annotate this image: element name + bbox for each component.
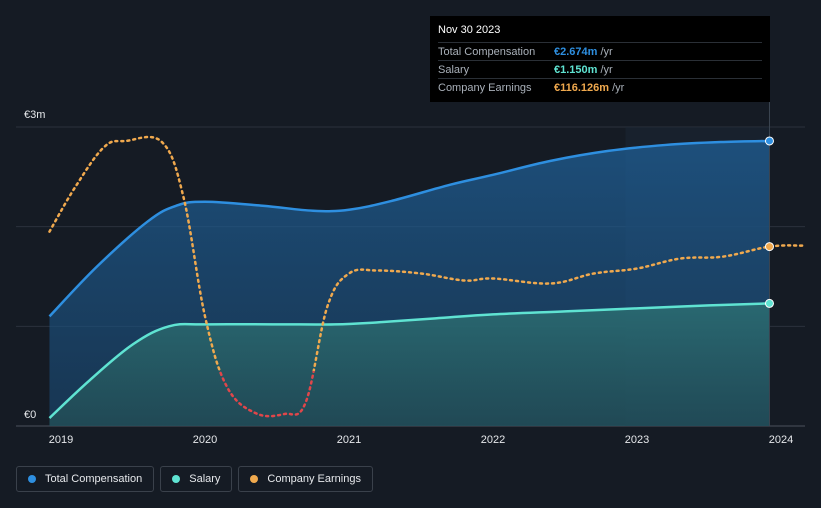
series-markers	[764, 136, 774, 308]
legend-dot-icon	[28, 475, 36, 483]
tooltip-value: €1.150m	[554, 63, 598, 76]
tooltip-row-total: Total Compensation €2.674m /yr	[438, 42, 762, 60]
legend-dot-icon	[172, 475, 181, 483]
y-axis-top-label: €3m	[24, 109, 45, 121]
x-tick-label: 2023	[625, 434, 649, 446]
x-tick-label: 2021	[337, 434, 361, 446]
x-tick-label: 2024	[769, 434, 793, 446]
tooltip-row-earnings: Company Earnings €116.126m /yr	[438, 78, 762, 96]
company-earnings-path	[48, 135, 804, 372]
company-earnings-line	[48, 135, 804, 418]
legend-item-total-compensation[interactable]: Total Compensation	[16, 466, 155, 492]
tooltip-unit: /yr	[612, 81, 625, 94]
total-compensation-line	[48, 139, 770, 318]
legend-label: Company Earnings	[267, 473, 361, 485]
x-tick-label: 2019	[49, 434, 73, 446]
tooltip-label: Salary	[438, 63, 470, 76]
salary-area	[49, 303, 770, 426]
tooltip-date: Nov 30 2023	[438, 24, 501, 36]
marker-company-earnings	[764, 242, 774, 252]
legend-label: Total Compensation	[45, 473, 143, 485]
tooltip-unit: /yr	[600, 45, 613, 58]
tooltip-unit: /yr	[600, 63, 613, 76]
legend-item-salary[interactable]: Salary	[160, 466, 233, 492]
y-axis-bottom-label: €0	[24, 409, 36, 421]
legend-dot-icon	[250, 475, 259, 483]
tooltip: Nov 30 2023 Total Compensation €2.674m /…	[430, 16, 770, 102]
salary-line	[48, 302, 770, 419]
x-tick-label: 2022	[481, 434, 505, 446]
tooltip-value: €2.674m	[554, 45, 598, 58]
legend-label: Salary	[189, 473, 221, 485]
tooltip-label: Total Compensation	[438, 45, 536, 58]
legend: Total Compensation Salary Company Earnin…	[16, 466, 373, 492]
tooltip-label: Company Earnings	[438, 81, 532, 94]
tooltip-row-salary: Salary €1.150m /yr	[438, 60, 762, 78]
legend-item-company-earnings[interactable]: Company Earnings	[238, 466, 373, 492]
marker-salary	[764, 298, 774, 308]
marker-total-compensation	[764, 136, 774, 146]
x-tick-label: 2020	[193, 434, 217, 446]
tooltip-value: €116.126m	[554, 81, 610, 94]
x-axis: 2019 2020 2021 2022 2023 2024	[49, 434, 793, 446]
